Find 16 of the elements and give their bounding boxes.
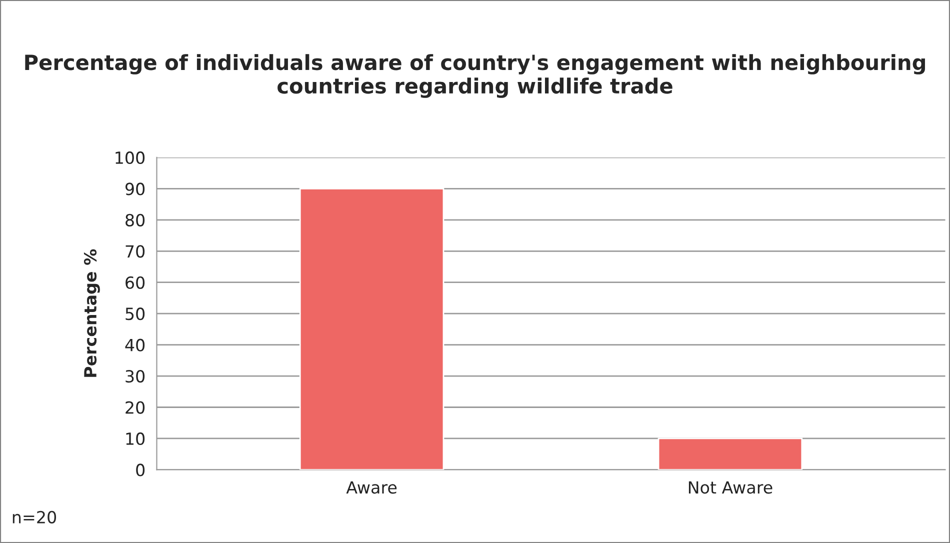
y-tick-label: 80 — [126, 214, 145, 226]
y-tick-label: 60 — [126, 276, 145, 289]
y-axis-title: Percentage % — [84, 249, 100, 377]
x-tick-label: Not Aware — [688, 481, 772, 494]
y-tick-label: 70 — [126, 245, 145, 258]
y-tick-label: 10 — [126, 432, 145, 446]
x-tick-label: Aware — [346, 481, 397, 494]
text: n=20 — [12, 510, 56, 524]
y-tick-label: 90 — [125, 182, 145, 196]
y-tick-label: 100 — [116, 151, 145, 164]
y-tick-label: 40 — [125, 338, 145, 352]
y-tick-label: 0 — [136, 464, 145, 476]
y-tick-label: 50 — [126, 308, 145, 320]
chart-title: Percentage of individuals aware of country's engagement with neighbouring countries regarding wildlife trade — [25, 54, 925, 98]
y-tick-label: 20 — [126, 401, 145, 414]
y-tick-label: 30 — [126, 370, 145, 383]
